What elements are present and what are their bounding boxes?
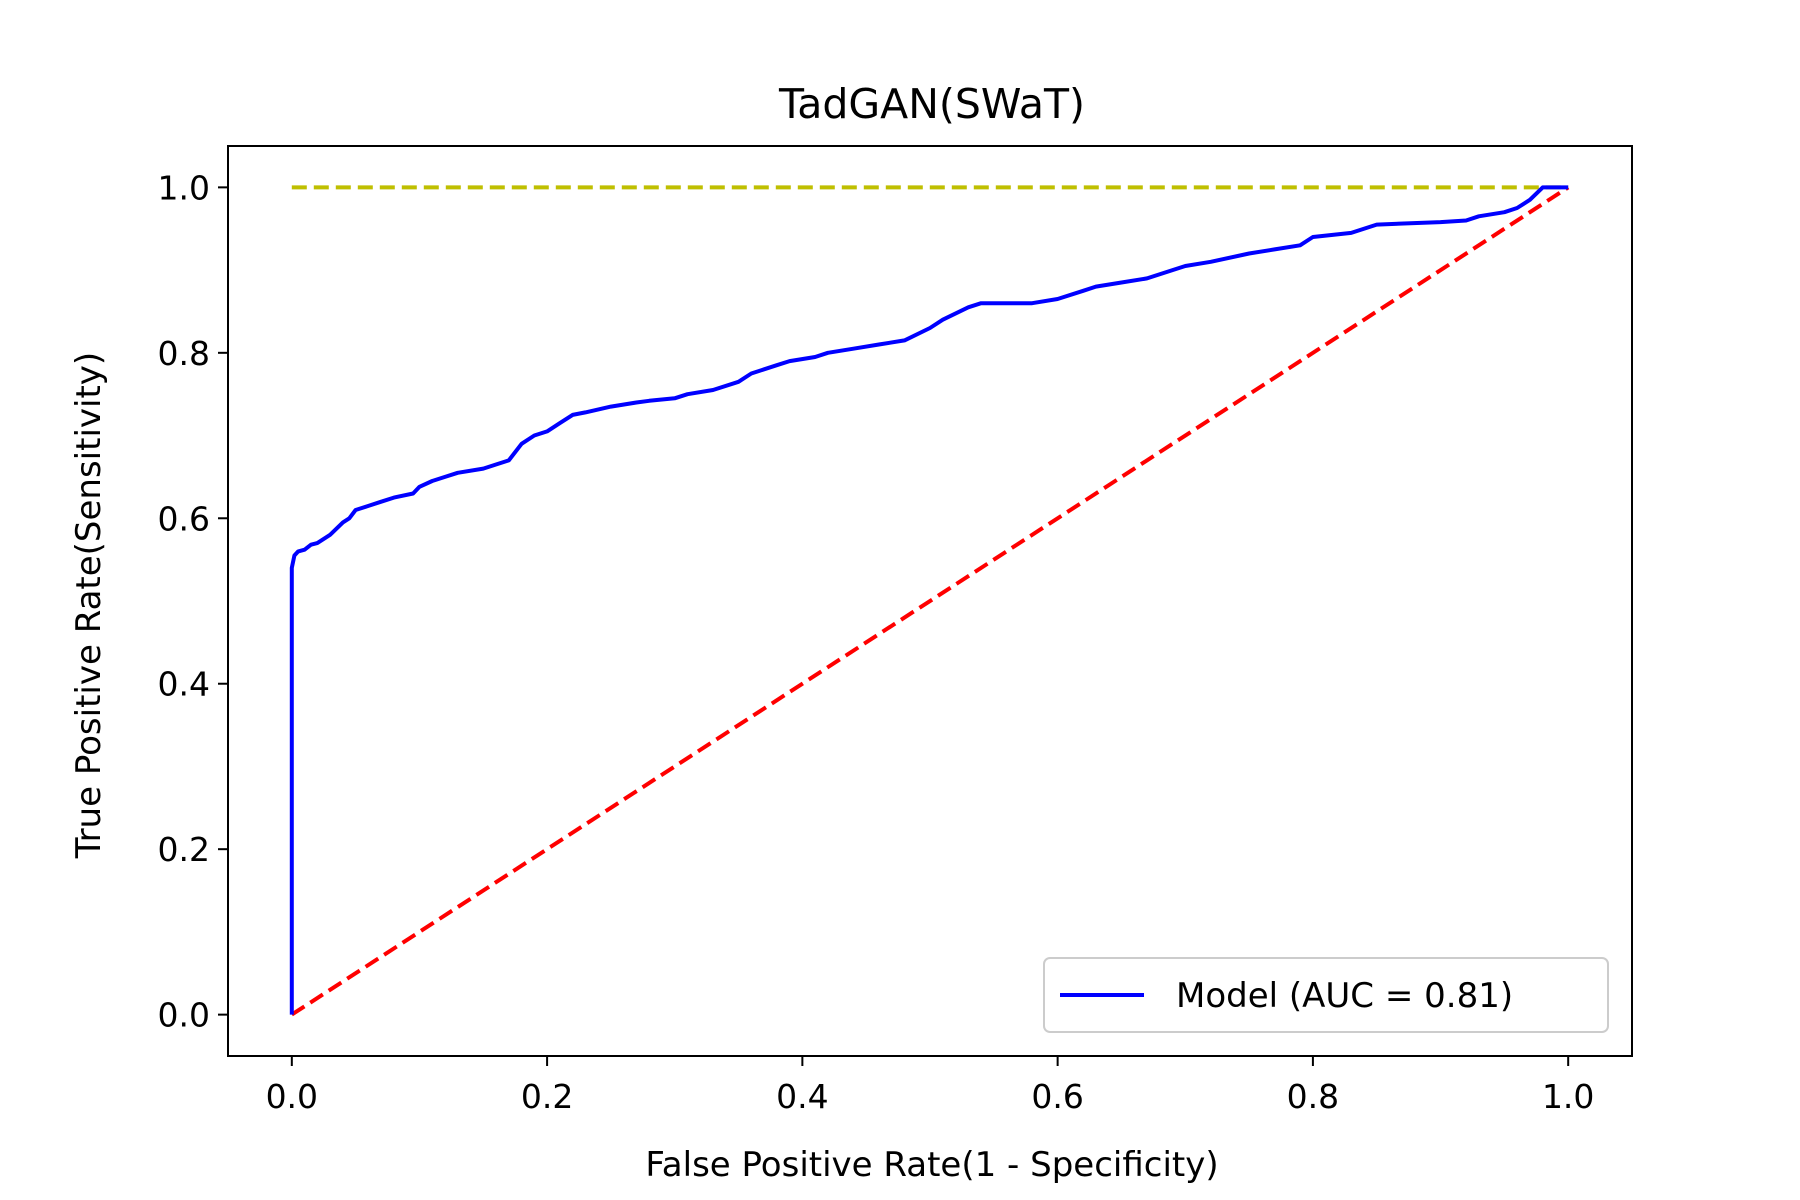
chart-title: TadGAN(SWaT) (778, 80, 1085, 128)
plot-frame (227, 145, 1633, 1057)
x-axis-label: False Positive Rate(1 - Specificity) (645, 1145, 1218, 1185)
series-model-roc (289, 185, 1569, 1015)
y-tick-label: 1.0 (158, 168, 210, 207)
x-tick-label: 0.4 (776, 1077, 828, 1116)
legend: Model (AUC = 0.81) (1043, 957, 1609, 1033)
x-tick-label: 1.0 (1542, 1077, 1594, 1116)
series-chance-diagonal (290, 185, 1570, 1017)
series-layer (289, 185, 1570, 1017)
y-tick-label: 0.2 (158, 830, 210, 869)
x-tick-label: 0.0 (266, 1077, 318, 1116)
x-axis: 0.0 0.2 0.4 0.6 0.8 1.0 (266, 1056, 1594, 1116)
legend-box (1043, 957, 1609, 1033)
y-tick-label: 0.0 (158, 996, 210, 1035)
y-tick-label: 0.4 (158, 665, 210, 704)
legend-entry-model: Model (AUC = 0.81) (1176, 976, 1513, 1016)
y-tick-label: 0.8 (158, 334, 210, 373)
y-tick-label: 0.6 (158, 499, 210, 538)
x-tick-label: 0.6 (1031, 1077, 1083, 1116)
y-axis: 0.0 0.2 0.4 0.6 0.8 1.0 (158, 168, 228, 1035)
x-tick-label: 0.2 (521, 1077, 573, 1116)
y-axis-label: True Positive Rate(Sensitivity) (69, 352, 109, 859)
x-tick-label: 0.8 (1287, 1077, 1339, 1116)
